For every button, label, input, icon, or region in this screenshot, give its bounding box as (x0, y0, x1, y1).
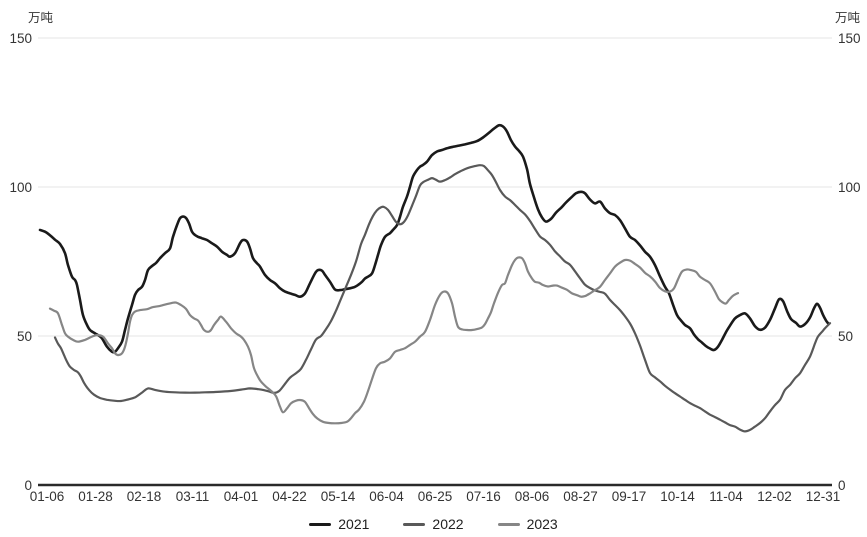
y-axis-unit-right: 万吨 (835, 11, 861, 25)
x-tick-01-06: 01-06 (30, 489, 65, 504)
y-tick-left-100: 100 (9, 180, 32, 195)
legend-item-2022[interactable]: 2022 (403, 516, 464, 532)
x-tick-06-25: 06-25 (418, 489, 453, 504)
x-tick-09-17: 09-17 (612, 489, 647, 504)
x-tick-04-01: 04-01 (224, 489, 259, 504)
y-tick-right-50: 50 (838, 329, 853, 344)
legend: 2021 2022 2023 (0, 517, 867, 531)
y-tick-left-150: 150 (9, 31, 32, 46)
legend-dash-2021-icon (309, 522, 332, 526)
series-line-2021 (38, 123, 830, 354)
x-tick-01-28: 01-28 (78, 489, 113, 504)
legend-label-2023: 2023 (526, 516, 558, 532)
legend-item-2021[interactable]: 2021 (309, 517, 369, 531)
series-line-2022 (53, 164, 832, 433)
legend-dash-2023-icon (497, 522, 520, 526)
legend-label-2021: 2021 (338, 516, 370, 532)
x-tick-10-14: 10-14 (660, 489, 695, 504)
x-tick-08-06: 08-06 (515, 489, 550, 504)
y-tick-right-150: 150 (838, 31, 861, 46)
x-tick-05-14: 05-14 (321, 489, 356, 504)
series-line-2023 (48, 256, 740, 425)
y-axis-unit-left: 万吨 (28, 11, 54, 25)
x-tick-12-02: 12-02 (757, 489, 792, 504)
y-tick-left-0: 0 (24, 478, 32, 493)
y-tick-left-50: 50 (17, 329, 32, 344)
x-tick-11-04: 11-04 (709, 489, 743, 504)
y-tick-right-100: 100 (838, 180, 861, 195)
legend-label-2022: 2022 (432, 516, 464, 532)
legend-item-2023[interactable]: 2023 (497, 516, 558, 532)
y-tick-right-0: 0 (838, 478, 846, 493)
x-tick-07-16: 07-16 (466, 489, 501, 504)
x-tick-04-22: 04-22 (272, 489, 307, 504)
x-tick-03-11: 03-11 (176, 489, 210, 504)
x-tick-12-31: 12-31 (806, 489, 841, 504)
legend-dash-2022-icon (403, 522, 426, 526)
x-tick-08-27: 08-27 (563, 489, 598, 504)
x-tick-06-04: 06-04 (369, 489, 404, 504)
x-tick-02-18: 02-18 (127, 489, 162, 504)
